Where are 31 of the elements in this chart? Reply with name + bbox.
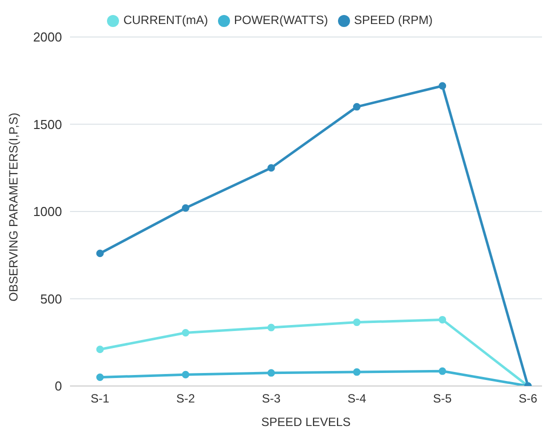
point bbox=[182, 204, 190, 212]
x-tick-label: S-2 bbox=[176, 392, 196, 406]
point bbox=[96, 250, 104, 258]
x-tick-label: S-5 bbox=[433, 392, 452, 406]
point bbox=[353, 368, 361, 376]
x-axis-title: SPEED LEVELS bbox=[261, 415, 351, 429]
point bbox=[182, 370, 190, 378]
y-tick-label: 1000 bbox=[33, 204, 62, 220]
y-axis-title: OBSERVING PARAMETERS(I,P,S) bbox=[6, 112, 20, 302]
y-tick-label: 2000 bbox=[33, 30, 62, 45]
x-tick-label: S-1 bbox=[90, 392, 110, 406]
x-tick-label: S-3 bbox=[262, 392, 281, 406]
point bbox=[182, 329, 190, 337]
legend-label: SPEED (RPM) bbox=[354, 13, 433, 27]
point bbox=[267, 164, 275, 172]
point bbox=[438, 367, 446, 375]
point bbox=[353, 103, 361, 111]
y-tick-label: 1500 bbox=[33, 116, 62, 132]
legend-label: CURRENT(mA) bbox=[123, 13, 208, 27]
point bbox=[438, 82, 446, 90]
legend-label: POWER(WATTS) bbox=[234, 13, 328, 27]
point bbox=[96, 346, 104, 354]
point bbox=[353, 318, 361, 326]
y-tick-label: 500 bbox=[40, 291, 62, 306]
x-tick-label: S-6 bbox=[518, 392, 538, 406]
point bbox=[96, 374, 104, 382]
point bbox=[267, 324, 275, 332]
point bbox=[267, 369, 275, 377]
point bbox=[438, 316, 446, 324]
y-tick-label: 0 bbox=[54, 378, 62, 394]
x-tick-label: S-4 bbox=[347, 392, 366, 406]
